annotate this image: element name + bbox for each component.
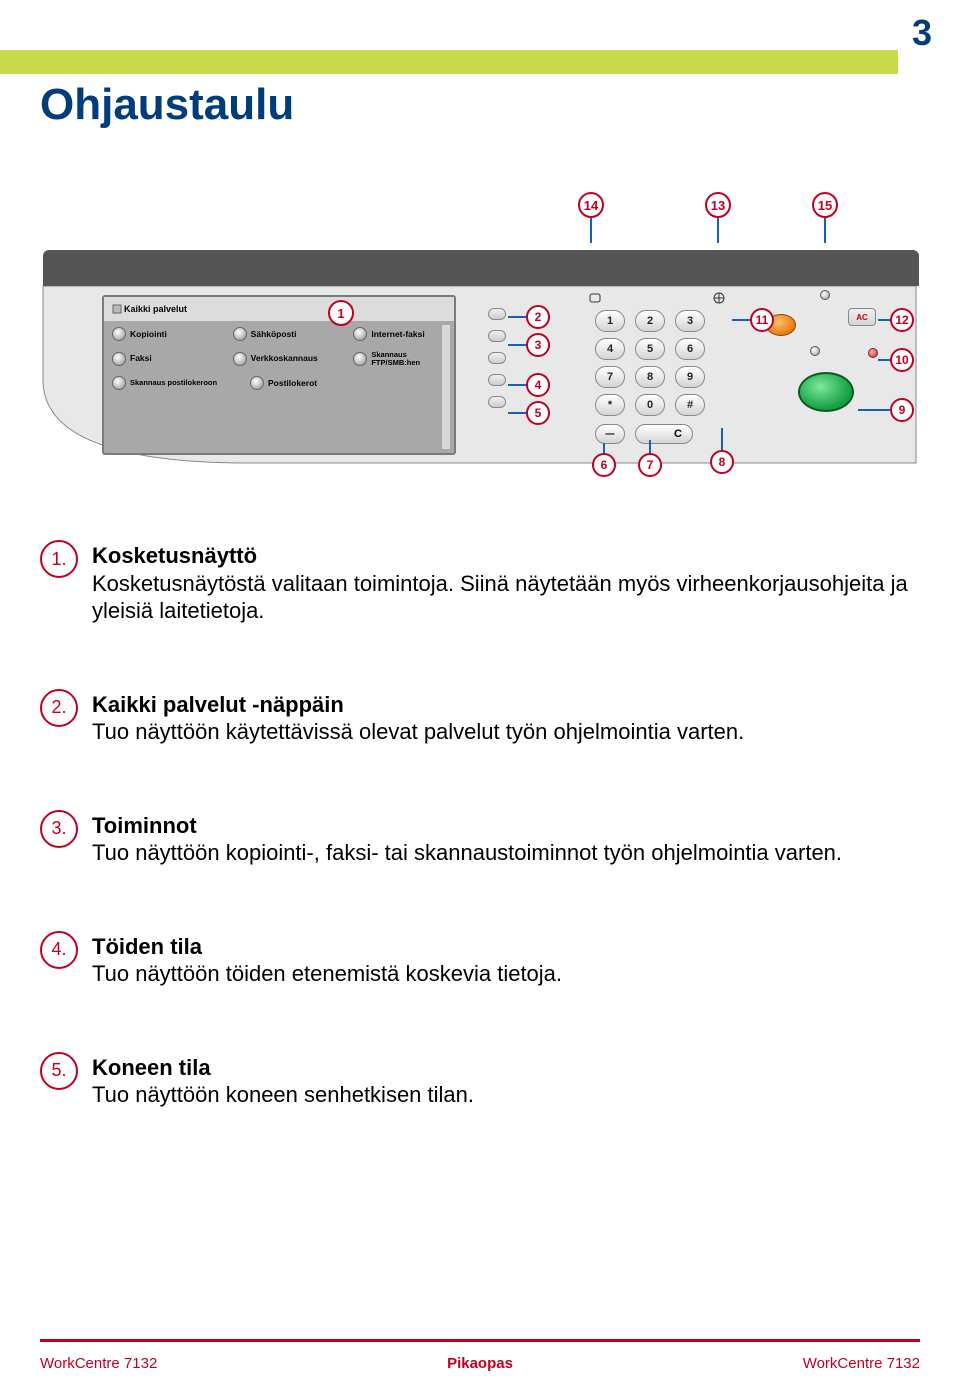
desc-num-2: 2. — [40, 689, 78, 727]
desc-num-3: 3. — [40, 810, 78, 848]
key-8: 8 — [635, 366, 665, 388]
login-icon — [588, 292, 602, 307]
callout-2: 2 — [526, 305, 550, 329]
callout-12: 12 — [890, 308, 914, 332]
key-7: 7 — [595, 366, 625, 388]
callout-7: 7 — [638, 453, 662, 477]
callout-9: 9 — [890, 398, 914, 422]
page-number: 3 — [912, 12, 932, 54]
callout-11: 11 — [750, 308, 774, 332]
callout-1: 1 — [328, 300, 354, 326]
desc-item-1: 1. Kosketusnäyttö Kosketusnäytöstä valita… — [40, 540, 920, 625]
desc-title-3: Toiminnot — [92, 813, 197, 838]
stop-led — [868, 348, 878, 358]
callout-15: 15 — [812, 192, 838, 218]
desc-num-5: 5. — [40, 1052, 78, 1090]
ac-button: AC — [848, 308, 876, 326]
touchscreen: Kaikki palvelut Kopiointi Sähköposti Int… — [102, 295, 456, 455]
desc-title-4: Töiden tila — [92, 934, 202, 959]
ts-item-copy: Kopiointi — [112, 327, 205, 341]
desc-num-1: 1. — [40, 540, 78, 578]
ts-item-netscan: Verkkoskannaus — [233, 351, 326, 366]
desc-title-2: Kaikki palvelut -näppäin — [92, 692, 344, 717]
ts-item-mailbox-scan: Skannaus postilokeroon — [112, 376, 222, 390]
ts-header-label: Kaikki palvelut — [124, 304, 187, 314]
callout-13: 13 — [705, 192, 731, 218]
callout-14: 14 — [578, 192, 604, 218]
key-6: 6 — [675, 338, 705, 360]
control-panel-diagram: 14 13 15 Kaikki palvelut — [40, 215, 922, 465]
key-5: 5 — [635, 338, 665, 360]
key-9: 9 — [675, 366, 705, 388]
touchscreen-header: Kaikki palvelut — [104, 297, 454, 321]
description-list: 1. Kosketusnäyttö Kosketusnäytöstä valita… — [40, 540, 920, 1173]
callout-4: 4 — [526, 373, 550, 397]
language-icon — [712, 292, 726, 307]
footer-divider — [40, 1339, 920, 1342]
desc-body-3: Tuo näyttöön kopiointi-, faksi- tai skan… — [92, 840, 842, 865]
desc-item-3: 3. ToiminnotTuo näyttöön kopiointi-, fak… — [40, 810, 920, 867]
desc-title-5: Koneen tila — [92, 1055, 211, 1080]
key-1: 1 — [595, 310, 625, 332]
ts-item-fax: Faksi — [112, 351, 205, 366]
footer-center: Pikaopas — [447, 1355, 513, 1372]
desc-body-2: Tuo näyttöön käytettävissä olevat palvel… — [92, 719, 744, 744]
desc-item-2: 2. Kaikki palvelut -näppäinTuo näyttöön … — [40, 689, 920, 746]
footer-left: WorkCentre 7132 — [40, 1355, 157, 1372]
callout-8: 8 — [710, 450, 734, 474]
key-2: 2 — [635, 310, 665, 332]
ts-item-mailboxes: Postilokerot — [250, 376, 360, 390]
ts-item-ftpsmb: Skannaus FTP/SMB:hen — [353, 351, 446, 366]
footer-right: WorkCentre 7132 — [803, 1355, 920, 1372]
key-3: 3 — [675, 310, 705, 332]
desc-item-5: 5. Koneen tilaTuo näyttöön koneen senhet… — [40, 1052, 920, 1109]
numeric-keypad: 1 2 3 4 5 6 7 8 9 * 0 # – C — [595, 310, 735, 444]
orange-led — [810, 346, 820, 356]
ts-item-email: Sähköposti — [233, 327, 326, 341]
callout-10: 10 — [890, 348, 914, 372]
desc-item-4: 4. Töiden tilaTuo näyttöön töiden etenem… — [40, 931, 920, 988]
footer: WorkCentre 7132 Pikaopas WorkCentre 7132 — [40, 1355, 920, 1372]
desc-body-5: Tuo näyttöön koneen senhetkisen tilan. — [92, 1082, 474, 1107]
key-0: 0 — [635, 394, 665, 416]
touchscreen-scrollbar — [442, 325, 450, 449]
ts-item-ifax: Internet-faksi — [353, 327, 446, 341]
key-star: * — [595, 394, 625, 416]
page-title: Ohjaustaulu — [40, 80, 294, 130]
callout-6: 6 — [592, 453, 616, 477]
desc-num-4: 4. — [40, 931, 78, 969]
callout-3: 3 — [526, 333, 550, 357]
key-dash: – — [595, 424, 625, 444]
side-button-column — [488, 308, 506, 408]
desc-body-1: Kosketusnäytöstä valitaan toimintoja. Si… — [92, 571, 908, 624]
desc-body-4: Tuo näyttöön töiden etenemistä koskevia … — [92, 961, 562, 986]
start-button — [798, 372, 854, 412]
top-accent-bar — [0, 50, 898, 74]
key-4: 4 — [595, 338, 625, 360]
callout-5: 5 — [526, 401, 550, 425]
key-hash: # — [675, 394, 705, 416]
desc-title-1: Kosketusnäyttö — [92, 543, 257, 568]
